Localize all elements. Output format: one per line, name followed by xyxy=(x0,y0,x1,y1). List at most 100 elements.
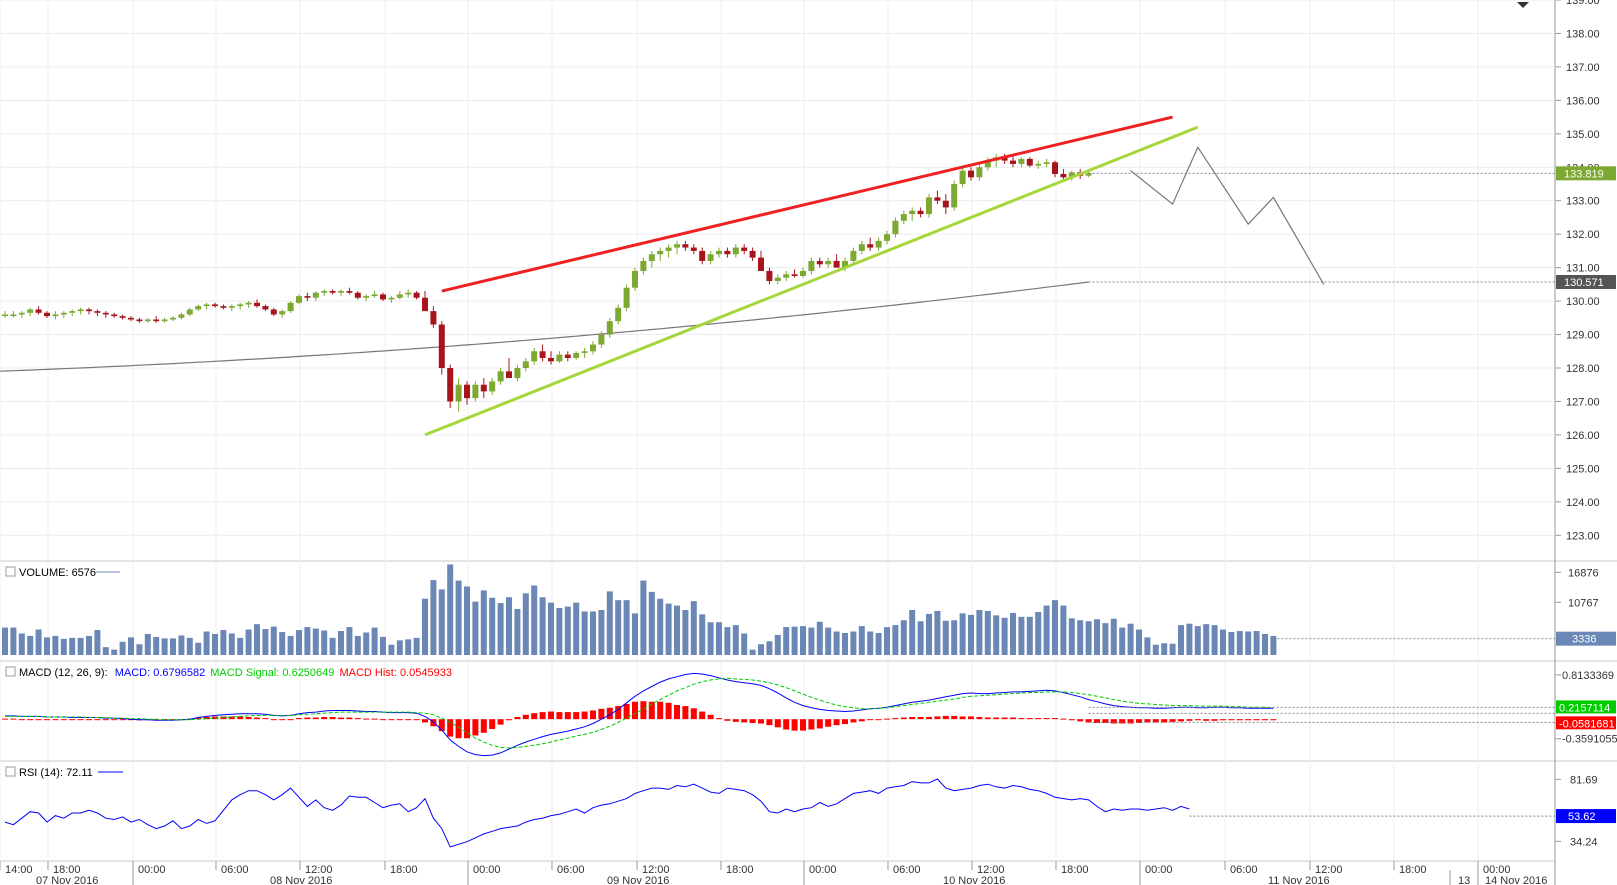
volume-bar xyxy=(254,624,260,655)
candle-body xyxy=(615,307,622,322)
macd-hist-bar xyxy=(1077,719,1084,722)
volume-bar xyxy=(884,627,890,655)
candlesticks xyxy=(2,153,1092,412)
candle-body xyxy=(699,250,706,261)
volume-bar xyxy=(606,591,613,655)
macd-signal-tag-label: 0.2157114 xyxy=(1559,702,1610,714)
candle xyxy=(850,247,857,265)
macd-hist-bar xyxy=(27,719,34,721)
volume-bar xyxy=(228,633,235,655)
price-gridlines xyxy=(0,0,1555,536)
candle xyxy=(455,378,462,412)
volume-bar xyxy=(312,628,319,655)
volume-bar xyxy=(136,644,143,655)
volume-bar xyxy=(170,638,176,655)
volume-bar xyxy=(1245,631,1252,655)
candle-body xyxy=(287,302,294,312)
macd-hist-bar xyxy=(346,717,353,720)
volume-bar xyxy=(774,634,781,655)
candle-body xyxy=(539,351,546,358)
candle-body xyxy=(262,306,269,310)
candle-body xyxy=(438,324,445,368)
macd-hist-bar xyxy=(455,719,462,739)
volume-bar xyxy=(716,622,722,655)
candle-body xyxy=(254,302,260,307)
macd-hist-bar xyxy=(279,719,286,721)
candle-body xyxy=(741,247,748,251)
macd-hist-bar xyxy=(1094,719,1100,723)
chevron-down-icon[interactable] xyxy=(1517,2,1529,8)
candle xyxy=(371,291,378,298)
macd-hist-bar xyxy=(522,714,529,720)
macd-hist-bar xyxy=(707,714,714,720)
candle xyxy=(52,311,59,320)
candle-body xyxy=(354,292,361,298)
macd-signal-line xyxy=(5,677,1274,749)
candle xyxy=(648,250,655,268)
panel-toggle-icon[interactable] xyxy=(5,666,16,677)
volume-bar xyxy=(480,590,487,655)
candle xyxy=(430,306,437,328)
volume-bar xyxy=(388,644,395,655)
macd-hist-bar xyxy=(581,711,588,720)
candle xyxy=(245,301,252,308)
macd-hist-bar xyxy=(749,719,756,723)
volume-bar xyxy=(489,597,496,655)
trendlines[interactable] xyxy=(424,115,1325,437)
volume-bar xyxy=(1068,618,1075,655)
macd-hist-bar xyxy=(858,719,865,722)
candle-body xyxy=(346,291,353,293)
time-tick-label: 06:00 xyxy=(557,864,585,876)
volume-bar xyxy=(657,598,664,655)
volume-bar xyxy=(2,627,8,655)
macd-hist-bar xyxy=(111,719,118,721)
candle xyxy=(128,316,134,322)
candle xyxy=(329,289,336,295)
candle xyxy=(102,311,109,318)
volume-bar xyxy=(128,637,134,655)
macd-tick-label: 0.8133369 xyxy=(1562,670,1614,682)
candle-body xyxy=(161,319,168,322)
rsi-tick-label: 81.69 xyxy=(1570,774,1598,786)
candle-body xyxy=(590,344,596,352)
macd-hist-bar xyxy=(993,717,1000,720)
macd-hist-bar xyxy=(1010,717,1016,720)
time-tick-label: 18:00 xyxy=(1061,864,1089,876)
ma-label: 130.571 xyxy=(1564,277,1604,289)
macd-hist-bar xyxy=(1136,719,1142,723)
volume-tag xyxy=(1556,631,1616,646)
macd-hist-bar xyxy=(556,712,563,720)
volume-bar xyxy=(212,633,218,655)
macd-hist-bar xyxy=(548,711,554,720)
time-tick-label: 00:00 xyxy=(809,864,837,876)
volume-bar xyxy=(1161,643,1168,655)
candle xyxy=(2,311,8,318)
panel-toggle-icon[interactable] xyxy=(5,766,16,777)
candle xyxy=(304,292,311,302)
macd-hist-bar xyxy=(598,708,605,720)
moving-average-line xyxy=(0,281,1089,372)
candle-body xyxy=(94,311,101,313)
candle xyxy=(111,312,118,318)
volume-bar xyxy=(270,626,277,655)
price-tick-label: 129.00 xyxy=(1566,330,1600,342)
price-tick-label: 127.00 xyxy=(1566,396,1600,408)
time-tick-label: 06:00 xyxy=(893,864,921,876)
volume-bar xyxy=(1169,643,1176,655)
volume-bar xyxy=(1178,625,1184,655)
macd-hist-bar xyxy=(296,718,302,720)
macd-hist-bar xyxy=(1043,718,1050,720)
price-tick-label: 126.00 xyxy=(1566,430,1600,442)
volume-bar xyxy=(1236,631,1243,655)
candle-body xyxy=(144,319,151,322)
macd-hist-bar xyxy=(52,719,59,721)
candle-body xyxy=(170,317,176,320)
macd-hist-bar xyxy=(1119,719,1126,724)
panel-toggle-icon[interactable] xyxy=(5,566,16,577)
candle-body xyxy=(35,309,42,313)
candle-body xyxy=(573,352,580,358)
volume-bar xyxy=(506,597,512,655)
moving-average-path xyxy=(0,281,1089,372)
candle xyxy=(346,287,353,295)
